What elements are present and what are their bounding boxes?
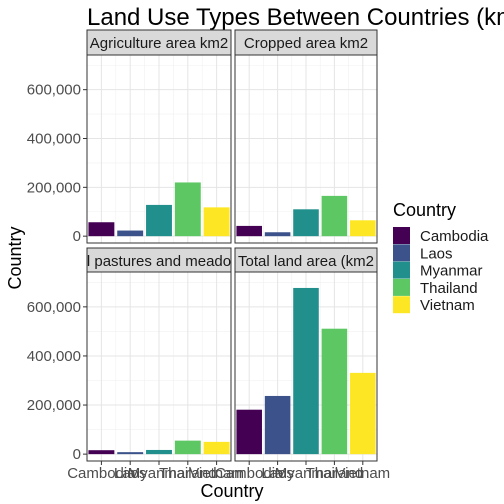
bar-thailand	[321, 195, 348, 237]
facet-strip	[234, 247, 378, 273]
legend-label: Thailand	[420, 280, 478, 297]
legend-swatch	[393, 261, 410, 279]
legend-swatch	[393, 296, 410, 314]
legend-swatch	[393, 278, 410, 296]
bar-vietnam	[350, 372, 376, 455]
x-axis: CambodiaLaosMyanmarThailandVietnamCambod…	[67, 461, 390, 482]
bar-cambodia	[88, 222, 115, 237]
bar-laos	[117, 452, 144, 455]
y-tick-label: 600,000	[27, 299, 81, 316]
x-tick-label: Laos	[114, 465, 147, 482]
legend-label: Vietnam	[420, 297, 475, 314]
y-tick-label: 200,000	[27, 397, 81, 414]
bar-cambodia	[236, 225, 262, 237]
x-tick-label: Myanmar	[128, 465, 191, 482]
y-tick-label: 0	[73, 228, 81, 245]
bar-thailand	[321, 328, 348, 455]
facet-strip	[234, 29, 378, 56]
facet-strip-label: l pastures and meado	[87, 253, 231, 270]
x-tick-label: Cambodia	[215, 465, 284, 482]
legend-label: Cambodia	[420, 228, 489, 245]
x-tick-label: Cambodia	[67, 465, 136, 482]
facet-panel: Agriculture area km2	[86, 29, 232, 244]
bar-vietnam	[350, 220, 376, 237]
legend-swatch	[393, 244, 410, 262]
x-tick-label: Vietnam	[189, 465, 244, 482]
legend-title: Country	[393, 200, 456, 220]
bar-myanmar	[293, 287, 319, 455]
facet-strip-label: Agriculture area km2	[90, 35, 228, 52]
x-tick-label: Myanmar	[275, 465, 338, 482]
facet-strip-label: Total land area (km2	[238, 253, 374, 270]
chart-title: Land Use Types Between Countries (km2)	[87, 4, 504, 31]
legend-swatch	[393, 227, 410, 244]
facet-panel: Total land area (km2	[234, 247, 378, 462]
y-tick-label: 0	[73, 446, 81, 463]
legend-label: Myanmar	[420, 263, 483, 280]
facet-strip	[86, 29, 232, 56]
bar-myanmar	[146, 204, 172, 237]
bar-vietnam	[203, 207, 230, 237]
x-tick-label: Thailand	[306, 465, 364, 482]
facet-panel: Cropped area km2	[234, 29, 378, 244]
y-tick-label: 600,000	[27, 82, 81, 99]
facet-strip	[86, 247, 232, 273]
facet-strip-label: Cropped area km2	[244, 35, 368, 52]
y-tick-label: 200,000	[27, 179, 81, 196]
y-axis-title: Country	[5, 226, 25, 289]
bar-laos	[264, 232, 291, 237]
bar-myanmar	[146, 449, 172, 455]
bar-vietnam	[203, 441, 230, 455]
x-axis-title: Country	[200, 481, 263, 501]
x-tick-label: Thailand	[159, 465, 217, 482]
bar-laos	[117, 230, 144, 237]
legend: Country CambodiaLaosMyanmarThailandVietn…	[393, 200, 489, 314]
bar-thailand	[174, 182, 201, 237]
y-tick-label: 400,000	[27, 131, 81, 148]
bar-laos	[264, 395, 291, 455]
bar-myanmar	[293, 209, 319, 237]
facet-panel: l pastures and meado	[86, 247, 232, 462]
legend-label: Laos	[420, 245, 453, 262]
bar-thailand	[174, 440, 201, 455]
x-tick-label: Laos	[261, 465, 294, 482]
y-axis: 0 200,000 400,000 600,000 0 200,000 400,000 600…	[27, 82, 87, 463]
facet-panels: Agriculture area km2 Cropped area km2 l pa…	[86, 29, 378, 462]
y-tick-label: 400,000	[27, 348, 81, 365]
bar-cambodia	[236, 409, 262, 455]
x-tick-label: Vietnam	[335, 465, 390, 482]
bar-cambodia	[88, 450, 115, 455]
